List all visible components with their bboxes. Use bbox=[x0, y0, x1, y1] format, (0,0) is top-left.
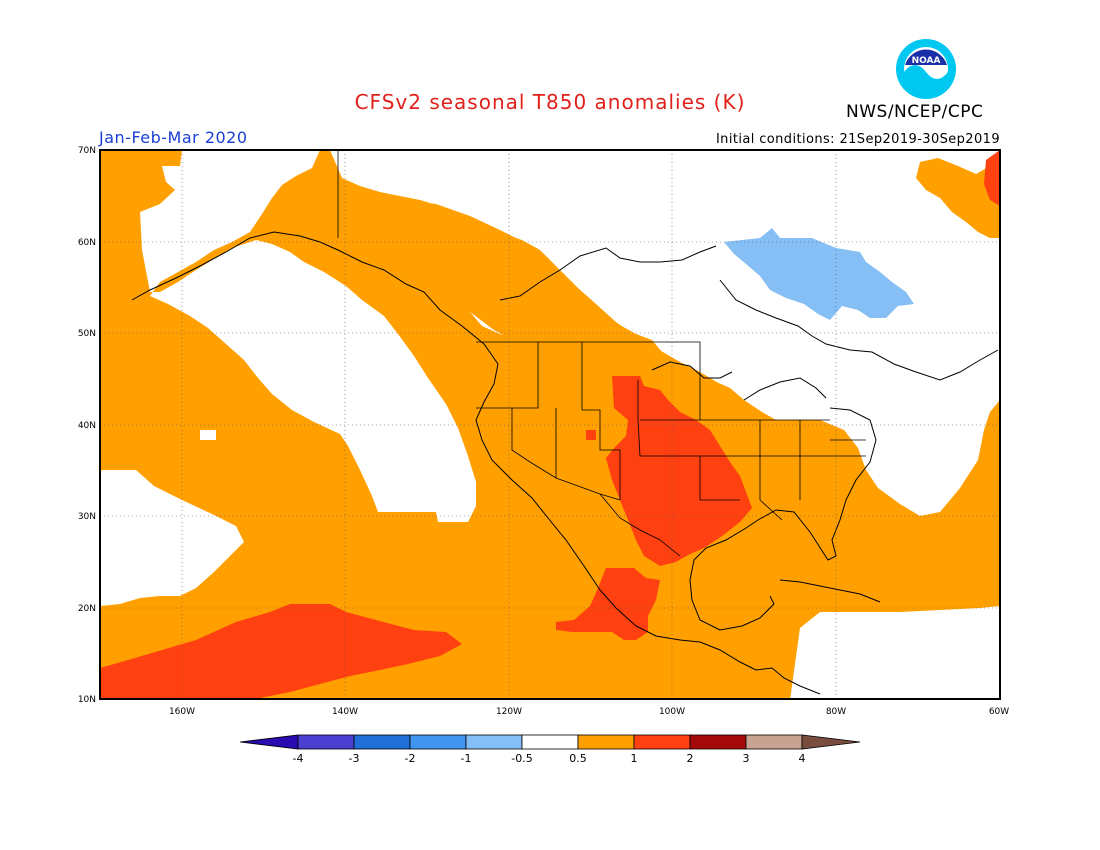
colorbar-swatch bbox=[633, 734, 691, 750]
colorbar-arrow-high bbox=[801, 734, 861, 750]
hot-anomaly-greenland bbox=[984, 150, 1000, 206]
lat-label: 40N bbox=[78, 421, 96, 431]
lon-label: 140W bbox=[332, 707, 358, 717]
political-borders bbox=[337, 150, 866, 557]
logo-text: NOAA bbox=[912, 56, 941, 66]
colorbar-label: 1 bbox=[631, 752, 638, 765]
lat-label: 30N bbox=[78, 512, 96, 522]
season-label: Jan-Feb-Mar 2020 bbox=[99, 128, 248, 147]
lat-label: 70N bbox=[78, 146, 96, 156]
lon-label: 100W bbox=[659, 707, 685, 717]
lon-label: 80W bbox=[826, 707, 846, 717]
colorbar-label: -0.5 bbox=[511, 752, 532, 765]
colorbar: -4 -3 -2 -1 -0.5 0.5 1 2 3 4 bbox=[239, 734, 861, 765]
neutral-region-west-pacific bbox=[100, 470, 244, 606]
noaa-logo: NOAA bbox=[896, 39, 956, 99]
map-title: CFSv2 seasonal T850 anomalies (K) bbox=[354, 90, 746, 114]
colorbar-label: -2 bbox=[405, 752, 416, 765]
lat-label: 10N bbox=[78, 695, 96, 705]
hot-anomaly-mexico bbox=[556, 568, 660, 640]
colorbar-label: 4 bbox=[799, 752, 806, 765]
colorbar-arrow-low bbox=[239, 734, 299, 750]
colorbar-label: -1 bbox=[461, 752, 472, 765]
lat-label: 60N bbox=[78, 238, 96, 248]
colorbar-label: 3 bbox=[743, 752, 750, 765]
lat-label: 50N bbox=[78, 329, 96, 339]
colorbar-swatch bbox=[353, 734, 411, 750]
hot-anomaly-tropical-pacific bbox=[100, 604, 462, 698]
anomaly-fields bbox=[100, 150, 1000, 699]
lon-label: 120W bbox=[496, 707, 522, 717]
colorbar-swatch bbox=[297, 734, 355, 750]
neutral-region-hawaii-gap bbox=[200, 430, 216, 440]
colorbar-label: -3 bbox=[349, 752, 360, 765]
agency-label: NWS/NCEP/CPC bbox=[846, 102, 984, 122]
colorbar-swatch bbox=[689, 734, 747, 750]
initial-conditions-label: Initial conditions: 21Sep2019-30Sep2019 bbox=[715, 132, 1000, 147]
longitude-labels: 160W 140W 120W 100W 80W 60W bbox=[169, 707, 1009, 717]
coastlines bbox=[131, 231, 999, 695]
neutral-region-northeast-pacific bbox=[140, 150, 476, 522]
colorbar-swatch bbox=[409, 734, 467, 750]
cool-anomaly-hudson-bay bbox=[724, 228, 914, 320]
lon-label: 160W bbox=[169, 707, 195, 717]
lon-label: 60W bbox=[989, 707, 1009, 717]
colorbar-swatch bbox=[745, 734, 803, 750]
map-frame bbox=[99, 149, 1001, 700]
colorbar-swatch bbox=[577, 734, 635, 750]
colorbar-label: 2 bbox=[687, 752, 694, 765]
hot-anomaly-colorado-spot bbox=[586, 430, 596, 440]
hot-anomaly-southern-plains bbox=[606, 376, 752, 566]
colorbar-label: 0.5 bbox=[569, 752, 587, 765]
colorbar-swatch bbox=[465, 734, 523, 750]
colorbar-label: -4 bbox=[293, 752, 304, 765]
warm-anomaly-alaska-band bbox=[292, 196, 770, 428]
colorbar-swatch bbox=[521, 734, 579, 750]
neutral-region-atlantic bbox=[790, 606, 1000, 699]
lat-label: 20N bbox=[78, 604, 96, 614]
latitude-labels: 70N 60N 50N 40N 30N 20N 10N bbox=[78, 146, 96, 705]
